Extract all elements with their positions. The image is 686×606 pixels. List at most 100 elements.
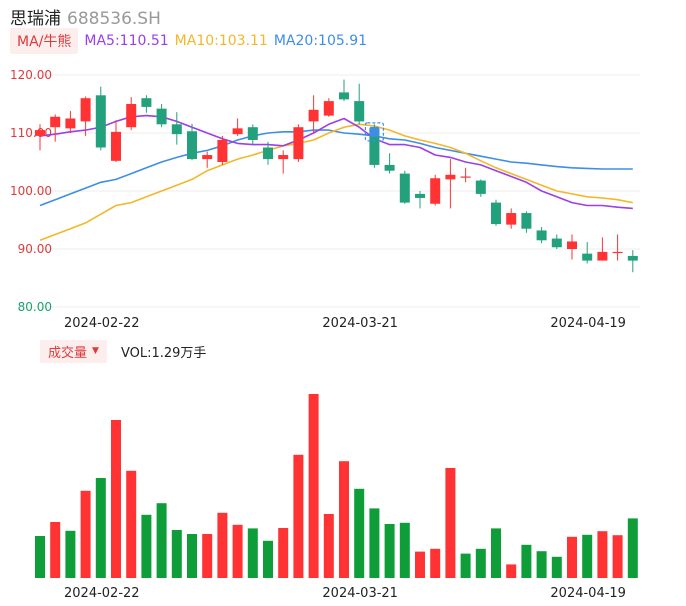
volume-bar	[232, 524, 243, 578]
volume-bar	[354, 488, 365, 578]
candle-body	[293, 127, 304, 160]
date-tick-label: 2024-03-21	[322, 316, 398, 331]
volume-bar	[187, 534, 197, 578]
candle-body	[35, 130, 45, 136]
candle-body	[415, 193, 425, 198]
ma5-value: MA5:110.51	[84, 33, 169, 49]
marker-icon	[369, 126, 380, 137]
volume-bar	[415, 551, 425, 578]
candle-body	[399, 173, 410, 203]
candle-body	[551, 238, 562, 248]
volume-bar	[50, 522, 61, 578]
volume-bar	[567, 536, 577, 578]
candle-body	[187, 131, 197, 160]
price-tick-label: 120.00	[10, 68, 52, 82]
volume-bar	[278, 528, 289, 578]
candle-body	[582, 253, 593, 261]
candle-body	[445, 174, 456, 180]
volume-bar	[126, 470, 137, 578]
volume-toggle-button[interactable]: 成交量 ▼	[40, 339, 107, 363]
volume-bar	[506, 564, 517, 578]
candle-body	[217, 139, 228, 162]
volume-bar	[95, 478, 106, 578]
volume-bar	[308, 394, 319, 578]
volume-bar	[293, 454, 304, 578]
candle-body	[491, 202, 501, 225]
volume-bar	[491, 528, 501, 578]
candle-body	[506, 213, 517, 225]
candle-body	[141, 98, 152, 107]
volume-bar	[202, 534, 213, 578]
candle-body	[308, 109, 319, 122]
candle-body	[50, 116, 61, 128]
volume-bar	[217, 512, 228, 578]
candle-body	[354, 101, 365, 122]
volume-bar	[612, 535, 623, 578]
volume-bar	[475, 548, 486, 578]
stock-code: 688536.SH	[67, 9, 161, 29]
volume-bar	[65, 530, 76, 578]
candle-body	[111, 131, 121, 161]
volume-bar	[263, 540, 273, 578]
volume-bar	[171, 530, 182, 578]
volume-bar	[430, 548, 441, 578]
volume-bar	[582, 534, 593, 578]
date-tick-label: 2024-04-19	[550, 316, 626, 331]
stock-title: 思瑞浦 688536.SH	[10, 4, 161, 29]
volume-value: VOL:1.29万手	[120, 345, 207, 361]
triangle-down-icon: ▼	[92, 346, 99, 356]
volume-bar	[384, 524, 395, 578]
ma10-line	[39, 123, 633, 242]
ma20-line	[39, 129, 633, 207]
volume-bar	[551, 556, 562, 578]
ma5-line	[39, 114, 633, 210]
candle-body	[369, 128, 380, 165]
ma10-value: MA10:103.11	[174, 33, 268, 49]
volume-bar	[111, 420, 121, 578]
ma-legend: MA/牛熊 MA5:110.51 MA10:103.11 MA20:105.91	[10, 28, 368, 54]
price-tick-label: 110.00	[10, 126, 52, 140]
volume-bar	[156, 503, 167, 578]
ma20-value: MA20:105.91	[273, 33, 368, 49]
volume-bar	[323, 514, 334, 578]
candle-body	[384, 164, 395, 171]
candle-body	[323, 101, 334, 116]
candle-body	[627, 255, 638, 261]
candle-body	[430, 178, 441, 204]
candle-body	[475, 180, 486, 194]
volume-bar	[536, 551, 547, 578]
candle-body	[567, 241, 577, 249]
candle-body	[247, 127, 258, 140]
volume-bar	[597, 531, 608, 578]
volume-date-tick-label: 2024-02-22	[64, 586, 140, 601]
price-tick-label: 90.00	[18, 242, 52, 256]
candle-body	[521, 213, 532, 229]
candle-body	[80, 98, 91, 122]
candle-body	[597, 251, 608, 261]
volume-bar	[627, 518, 638, 578]
volume-bar	[247, 528, 258, 578]
volume-toggle-label: 成交量	[48, 345, 88, 361]
candle-body	[95, 95, 106, 148]
candle-body	[156, 108, 167, 125]
candle-body	[126, 104, 137, 128]
volume-bar	[339, 461, 349, 578]
candle-body	[263, 147, 273, 160]
stock-name: 思瑞浦	[10, 9, 61, 29]
volume-bar	[369, 508, 380, 578]
price-tick-label: 80.00	[18, 300, 52, 314]
candle-body	[202, 155, 213, 160]
candle-body	[65, 118, 76, 129]
volume-bar	[35, 536, 45, 578]
candle-body	[171, 124, 182, 135]
price-tick-label: 100.00	[10, 184, 52, 198]
ma-toggle-button[interactable]: MA/牛熊	[10, 28, 79, 54]
volume-bar	[399, 522, 410, 578]
candle-body	[278, 155, 289, 160]
candle-body	[339, 92, 349, 100]
volume-bar	[80, 490, 91, 578]
volume-bar	[460, 553, 471, 578]
candle-body	[232, 128, 243, 135]
volume-date-tick-label: 2024-04-19	[550, 586, 626, 601]
